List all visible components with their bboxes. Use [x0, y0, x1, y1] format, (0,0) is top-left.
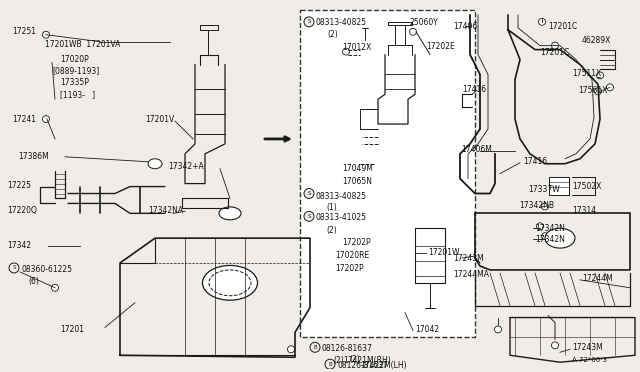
Text: (2): (2) — [327, 30, 338, 39]
Text: 17201C: 17201C — [548, 22, 577, 31]
Bar — [300, 10, 475, 337]
Circle shape — [596, 72, 604, 79]
Text: 17225: 17225 — [7, 181, 31, 190]
Text: (6): (6) — [28, 277, 39, 286]
Text: 17561X: 17561X — [578, 86, 607, 95]
Text: [0889-1193]: [0889-1193] — [52, 67, 99, 76]
Text: 17421M(RH): 17421M(RH) — [343, 356, 391, 365]
Circle shape — [304, 189, 314, 199]
Text: 08126-81637: 08126-81637 — [337, 361, 388, 370]
Text: 46289X: 46289X — [582, 36, 611, 45]
Circle shape — [287, 346, 294, 353]
Text: 25060Y: 25060Y — [410, 18, 439, 27]
Circle shape — [536, 223, 543, 230]
Circle shape — [538, 18, 545, 25]
Text: 17220Q: 17220Q — [7, 206, 37, 215]
Text: 17416: 17416 — [462, 85, 486, 94]
Text: 17416: 17416 — [523, 157, 547, 166]
Text: 17201WB  17201VA: 17201WB 17201VA — [45, 40, 120, 49]
Text: 17335P: 17335P — [60, 78, 89, 87]
Circle shape — [310, 342, 320, 352]
Text: S: S — [307, 191, 311, 196]
Text: 17337W: 17337W — [528, 185, 560, 193]
Circle shape — [42, 116, 49, 122]
Circle shape — [495, 326, 502, 333]
Circle shape — [304, 211, 314, 221]
Text: S: S — [12, 266, 16, 270]
Ellipse shape — [202, 266, 257, 300]
Bar — [549, 177, 569, 195]
Circle shape — [342, 48, 349, 55]
Text: 17244M: 17244M — [582, 274, 612, 283]
Circle shape — [51, 284, 58, 291]
Text: 17042: 17042 — [415, 326, 439, 334]
Text: [1193-   ]: [1193- ] — [60, 90, 95, 99]
Text: 17201W: 17201W — [428, 248, 460, 257]
Text: 17241: 17241 — [12, 115, 36, 124]
Text: 17342: 17342 — [7, 241, 31, 250]
Text: 17020RE: 17020RE — [335, 251, 369, 260]
Circle shape — [325, 359, 335, 369]
Text: (1): (1) — [326, 203, 337, 212]
Ellipse shape — [209, 270, 251, 296]
Text: 17342NA: 17342NA — [148, 206, 183, 215]
Text: 17244MA: 17244MA — [453, 270, 489, 279]
Text: 17342NB: 17342NB — [519, 202, 554, 211]
Text: 17049M: 17049M — [342, 164, 373, 173]
Text: 17422M(LH): 17422M(LH) — [360, 361, 406, 370]
Text: 17251: 17251 — [12, 27, 36, 36]
Text: 17065N: 17065N — [342, 177, 372, 186]
Circle shape — [304, 17, 314, 27]
Bar — [415, 228, 445, 283]
Text: 17201: 17201 — [60, 326, 84, 334]
Text: 08360-61225: 08360-61225 — [21, 265, 72, 274]
Text: 17342+A: 17342+A — [168, 162, 204, 171]
Text: 17342N: 17342N — [535, 235, 565, 244]
Text: (2): (2) — [333, 356, 344, 365]
Text: 17314: 17314 — [572, 206, 596, 215]
Text: S: S — [307, 214, 311, 219]
Text: 17202E: 17202E — [426, 42, 455, 51]
Text: 17020P: 17020P — [60, 55, 89, 64]
Circle shape — [42, 31, 49, 38]
Text: 17202P: 17202P — [342, 238, 371, 247]
Circle shape — [541, 203, 548, 210]
Text: 08126-81637: 08126-81637 — [322, 344, 373, 353]
Text: 17511X: 17511X — [572, 70, 601, 78]
Text: 17201C: 17201C — [540, 48, 569, 57]
Text: 08313-41025: 08313-41025 — [316, 214, 367, 222]
Ellipse shape — [219, 207, 241, 220]
Ellipse shape — [545, 228, 575, 248]
Text: 17406: 17406 — [453, 22, 477, 31]
Circle shape — [541, 233, 548, 240]
Text: 17386M: 17386M — [18, 152, 49, 161]
Ellipse shape — [148, 159, 162, 169]
Text: 17342N: 17342N — [535, 224, 565, 233]
Text: (2): (2) — [349, 355, 360, 364]
Text: 17012X: 17012X — [342, 43, 371, 52]
Text: S: S — [307, 19, 311, 24]
Text: 17406M: 17406M — [461, 145, 492, 154]
Text: B: B — [313, 345, 317, 350]
Circle shape — [595, 88, 602, 95]
Text: (2): (2) — [326, 226, 337, 235]
Circle shape — [607, 84, 614, 91]
Circle shape — [552, 42, 559, 49]
Circle shape — [410, 28, 417, 35]
Text: B: B — [328, 362, 332, 367]
Text: 17202P: 17202P — [335, 264, 364, 273]
Text: 08313-40825: 08313-40825 — [316, 192, 367, 201]
Circle shape — [552, 342, 559, 349]
Text: 17243M: 17243M — [572, 343, 603, 352]
Text: A 72*00·3: A 72*00·3 — [572, 357, 607, 363]
Text: 17201V: 17201V — [145, 115, 174, 124]
Text: 17502X: 17502X — [572, 182, 602, 190]
Text: 08313-40825: 08313-40825 — [316, 18, 367, 27]
Text: 17243M: 17243M — [453, 254, 484, 263]
Circle shape — [9, 263, 19, 273]
